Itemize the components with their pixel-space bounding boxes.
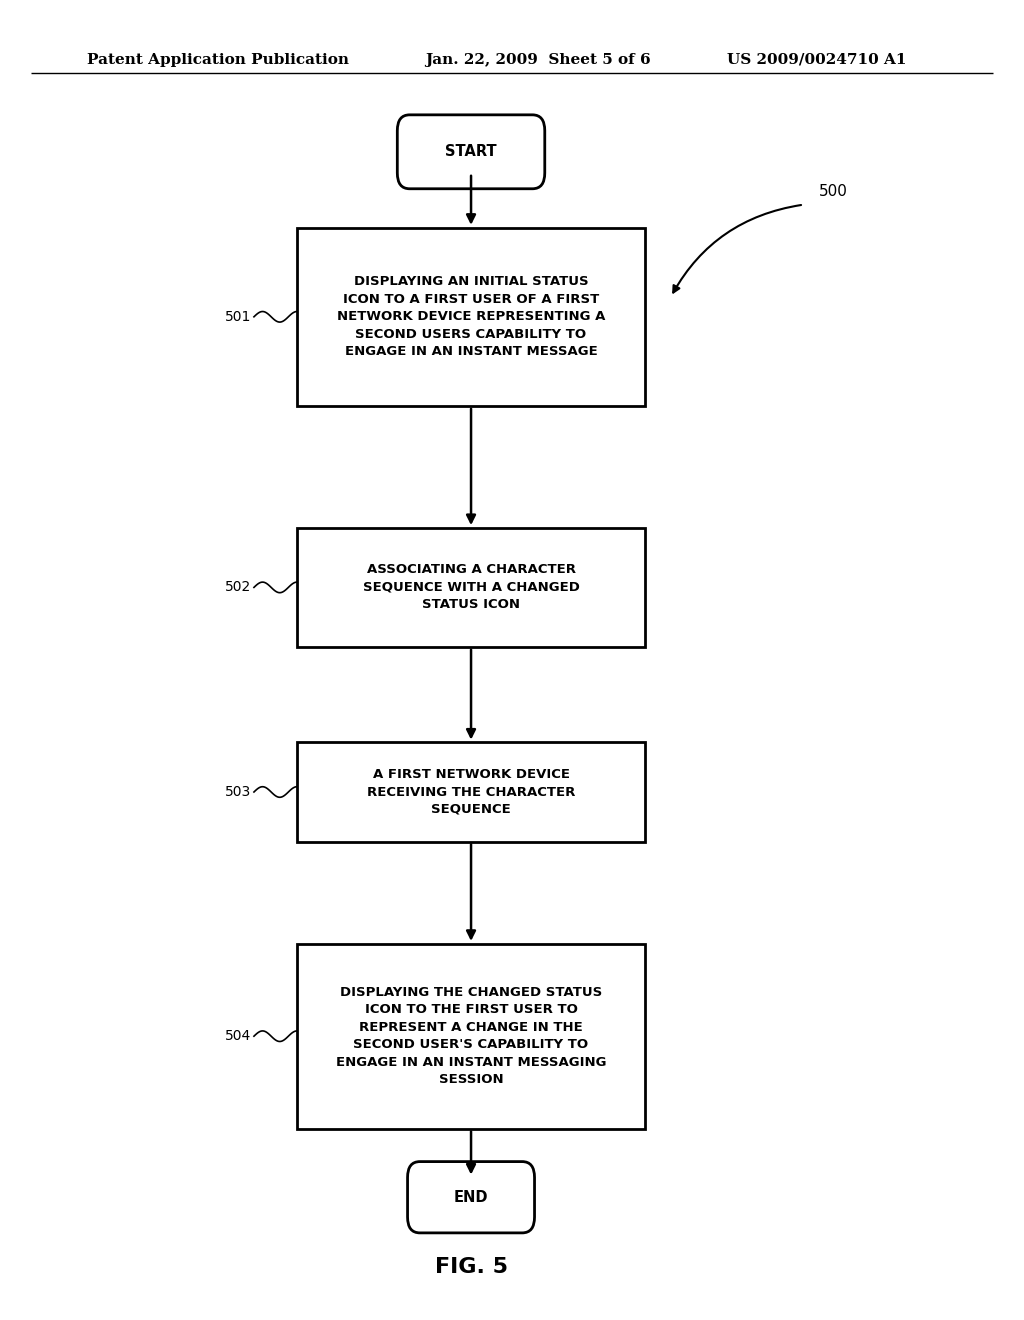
Text: DISPLAYING AN INITIAL STATUS
ICON TO A FIRST USER OF A FIRST
NETWORK DEVICE REPR: DISPLAYING AN INITIAL STATUS ICON TO A F… [337,276,605,358]
FancyBboxPatch shape [297,227,645,407]
FancyBboxPatch shape [297,528,645,647]
Text: Patent Application Publication: Patent Application Publication [87,53,349,67]
FancyBboxPatch shape [297,944,645,1129]
Text: FIG. 5: FIG. 5 [434,1257,508,1278]
FancyBboxPatch shape [397,115,545,189]
Text: 503: 503 [224,785,251,799]
Text: Jan. 22, 2009  Sheet 5 of 6: Jan. 22, 2009 Sheet 5 of 6 [425,53,650,67]
Text: END: END [454,1189,488,1205]
FancyBboxPatch shape [408,1162,535,1233]
Text: A FIRST NETWORK DEVICE
RECEIVING THE CHARACTER
SEQUENCE: A FIRST NETWORK DEVICE RECEIVING THE CHA… [367,768,575,816]
Text: 501: 501 [224,310,251,323]
Text: 504: 504 [224,1030,251,1043]
Text: DISPLAYING THE CHANGED STATUS
ICON TO THE FIRST USER TO
REPRESENT A CHANGE IN TH: DISPLAYING THE CHANGED STATUS ICON TO TH… [336,986,606,1086]
FancyBboxPatch shape [297,742,645,842]
Text: US 2009/0024710 A1: US 2009/0024710 A1 [727,53,906,67]
Text: ASSOCIATING A CHARACTER
SEQUENCE WITH A CHANGED
STATUS ICON: ASSOCIATING A CHARACTER SEQUENCE WITH A … [362,564,580,611]
Text: START: START [445,144,497,160]
Text: 500: 500 [819,183,848,199]
Text: 502: 502 [224,581,251,594]
